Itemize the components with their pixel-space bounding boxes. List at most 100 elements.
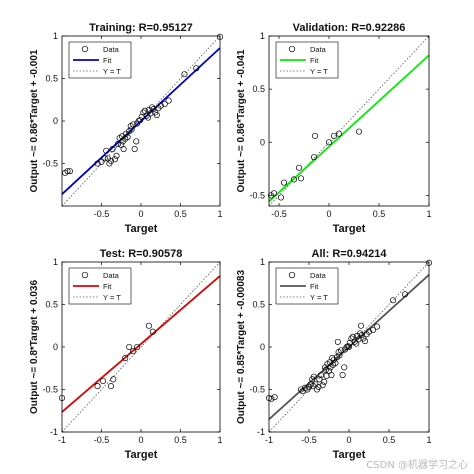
x-tick-label: -0.5 bbox=[94, 209, 110, 219]
y-tick-label: 0.5 bbox=[252, 300, 265, 310]
legend-label: Fit bbox=[310, 282, 319, 291]
data-point bbox=[355, 336, 362, 343]
x-tick-label: 0.5 bbox=[174, 209, 187, 219]
watermark: CSDN @机器学习之心 bbox=[366, 460, 468, 471]
legend-label: Y = T bbox=[103, 293, 121, 302]
y-tick-label: -0.5 bbox=[249, 385, 265, 395]
x-axis-label: Target bbox=[333, 223, 366, 235]
y-tick-label: 0 bbox=[260, 342, 265, 352]
data-point bbox=[369, 326, 377, 334]
data-point bbox=[334, 338, 341, 345]
data-point bbox=[270, 190, 278, 197]
data-point bbox=[297, 386, 305, 393]
legend: Data Fit Y = T bbox=[275, 267, 339, 305]
identity-line bbox=[268, 35, 430, 207]
data-point bbox=[401, 291, 409, 298]
legend-label: Fit bbox=[310, 56, 319, 65]
x-tick-label: 1 bbox=[217, 209, 222, 219]
data-point bbox=[280, 179, 288, 186]
data-point bbox=[94, 383, 101, 390]
data-point bbox=[124, 134, 131, 141]
data-point bbox=[339, 371, 346, 379]
data-point bbox=[297, 175, 305, 182]
y-axis-label: Output ~= 0.8*Target + 0.036 bbox=[29, 280, 40, 414]
data-point bbox=[315, 383, 322, 391]
y-tick-label: -0.5 bbox=[249, 190, 265, 200]
data-point bbox=[131, 146, 138, 153]
data-point bbox=[107, 157, 115, 165]
data-point bbox=[107, 383, 115, 390]
x-tick-label: 0 bbox=[346, 435, 351, 445]
axes-frame bbox=[268, 35, 430, 207]
data-point bbox=[100, 377, 107, 385]
chart-title: All: R=0.94214 bbox=[312, 248, 388, 260]
data-point bbox=[150, 106, 157, 113]
data-point bbox=[271, 394, 278, 401]
data-point bbox=[389, 297, 397, 304]
data-point bbox=[101, 155, 108, 162]
data-point bbox=[373, 323, 381, 330]
y-tick-label: 0.5 bbox=[45, 74, 58, 84]
y-tick-label: 0 bbox=[53, 116, 58, 126]
data-point bbox=[277, 194, 285, 201]
data-point bbox=[130, 121, 137, 128]
legend-label: Data bbox=[310, 271, 327, 280]
data-point bbox=[346, 339, 353, 346]
data-point bbox=[193, 65, 200, 72]
legend: Data Fit Y = T bbox=[68, 41, 132, 79]
legend-label: Data bbox=[103, 45, 120, 54]
legend-label: Data bbox=[103, 271, 120, 280]
y-tick-label: 1 bbox=[53, 257, 58, 267]
legend-label: Data bbox=[310, 45, 327, 54]
data-point bbox=[365, 328, 373, 335]
data-point bbox=[355, 128, 363, 135]
data-point bbox=[343, 343, 350, 351]
data-point bbox=[134, 343, 141, 351]
x-tick-label: 0.5 bbox=[373, 209, 386, 219]
legend-data-marker bbox=[288, 45, 296, 53]
x-tick-label: 0.5 bbox=[174, 435, 187, 445]
y-axis-label: Output ~= 0.86*Target + -0.041 bbox=[236, 49, 247, 192]
data-point bbox=[319, 382, 326, 389]
data-point bbox=[149, 328, 156, 335]
x-axis-label: Target bbox=[125, 449, 158, 461]
data-point bbox=[153, 112, 160, 119]
x-tick-label: 0 bbox=[138, 435, 143, 445]
x-tick-label: -0.5 bbox=[271, 209, 287, 219]
data-point bbox=[295, 164, 303, 171]
data-point bbox=[64, 168, 71, 175]
y-tick-label: 1 bbox=[260, 257, 265, 267]
y-tick-label: 0 bbox=[260, 137, 265, 147]
plot-panel: -0.5 0 0.5 1 -0.5 0 0.5 1 Validation: R=0.92286 T… bbox=[236, 22, 432, 235]
y-axis-label: Output ~= 0.86*Target + -0.001 bbox=[29, 49, 40, 192]
data-point bbox=[103, 147, 110, 154]
data-point bbox=[138, 113, 145, 120]
data-point bbox=[358, 332, 365, 339]
data-point bbox=[267, 192, 275, 199]
data-point bbox=[329, 354, 336, 362]
data-point bbox=[113, 152, 120, 159]
legend-label: Fit bbox=[103, 56, 112, 65]
data-point bbox=[137, 117, 144, 124]
plot-panel: -1 -0.5 0 0.5 1 -1 -0.5 0 0.5 1 All: R=0.94214 Targ… bbox=[236, 248, 433, 461]
data-point bbox=[111, 156, 118, 163]
x-tick-label: 0 bbox=[138, 209, 143, 219]
data-point bbox=[110, 376, 117, 383]
data-point bbox=[345, 343, 353, 351]
data-point bbox=[115, 140, 122, 148]
data-point bbox=[109, 146, 116, 153]
data-point bbox=[98, 158, 105, 165]
legend-data-marker bbox=[81, 271, 89, 279]
data-point bbox=[145, 322, 152, 329]
y-tick-label: 0.5 bbox=[45, 300, 58, 310]
legend-data-marker bbox=[288, 271, 296, 279]
x-tick-label: -1 bbox=[265, 435, 273, 445]
fit-line bbox=[61, 275, 221, 413]
data-point bbox=[361, 337, 369, 345]
data-point bbox=[345, 343, 352, 350]
x-tick-label: 1 bbox=[426, 209, 431, 219]
data-point bbox=[357, 330, 364, 337]
data-point bbox=[310, 373, 317, 380]
data-point bbox=[332, 360, 339, 367]
y-tick-label: 0 bbox=[53, 342, 58, 352]
